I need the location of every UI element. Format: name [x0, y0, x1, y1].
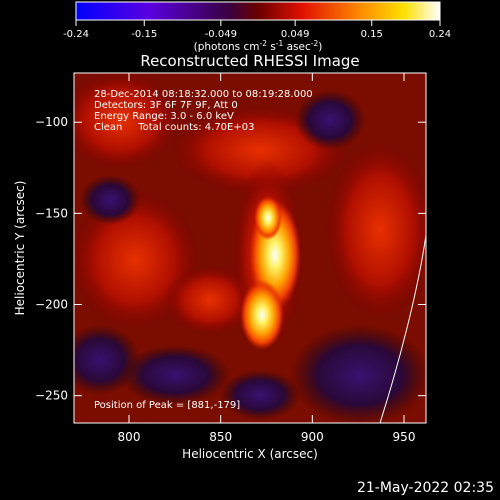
- annotation-energy-range: Energy Range: 3.0 - 6.0 keV: [94, 111, 234, 122]
- colorbar-tick-label: -0.24: [63, 29, 89, 40]
- x-tick-label: 800: [118, 430, 141, 444]
- colorbar-tick-label: 0.049: [281, 29, 310, 40]
- x-tick-label: 850: [209, 430, 232, 444]
- heatmap-image: [74, 73, 426, 423]
- colorbar-tick-label: 0.15: [361, 29, 383, 40]
- annotation-time-range: 28-Dec-2014 08:18:32.000 to 08:19:28.000: [94, 89, 313, 100]
- annotation-peak-position: Position of Peak = [881,-179]: [94, 400, 240, 411]
- colorbar: -0.24 -0.15 -0.049 0.049 0.15 0.24 (photons c…: [63, 1, 451, 53]
- y-tick-label: −100: [35, 115, 68, 129]
- colorbar-ticks: -0.24 -0.15 -0.049 0.049 0.15 0.24: [63, 20, 451, 40]
- chart-title: Reconstructed RHESSI Image: [140, 52, 360, 70]
- info-annotations: 28-Dec-2014 08:18:32.000 to 08:19:28.000…: [94, 89, 313, 411]
- colorbar-gradient: [75, 1, 441, 21]
- x-axis-label: Heliocentric X (arcsec): [182, 447, 318, 461]
- x-tick-label: 950: [393, 430, 416, 444]
- y-tick-label: −150: [35, 206, 68, 220]
- colorbar-unit-label: (photons cm-2 s-1 asec-2): [194, 39, 323, 53]
- axis-ticks: 800 850 900 950 −100 −150 −200 −250: [35, 73, 426, 444]
- annotation-clean-counts: Clean Total counts: 4.70E+03: [94, 122, 254, 133]
- x-tick-label: 900: [301, 430, 324, 444]
- annotation-detectors: Detectors: 3F 6F 7F 9F, Att 0: [94, 100, 238, 111]
- colorbar-tick-label: -0.049: [205, 29, 237, 40]
- colorbar-tick-label: 0.24: [429, 29, 451, 40]
- y-tick-label: −200: [35, 298, 68, 312]
- y-tick-label: −250: [35, 389, 68, 403]
- colorbar-tick-label: -0.15: [131, 29, 157, 40]
- y-axis-label: Heliocentric Y (arcsec): [13, 181, 27, 316]
- timestamp: 21-May-2022 02:35: [356, 480, 494, 496]
